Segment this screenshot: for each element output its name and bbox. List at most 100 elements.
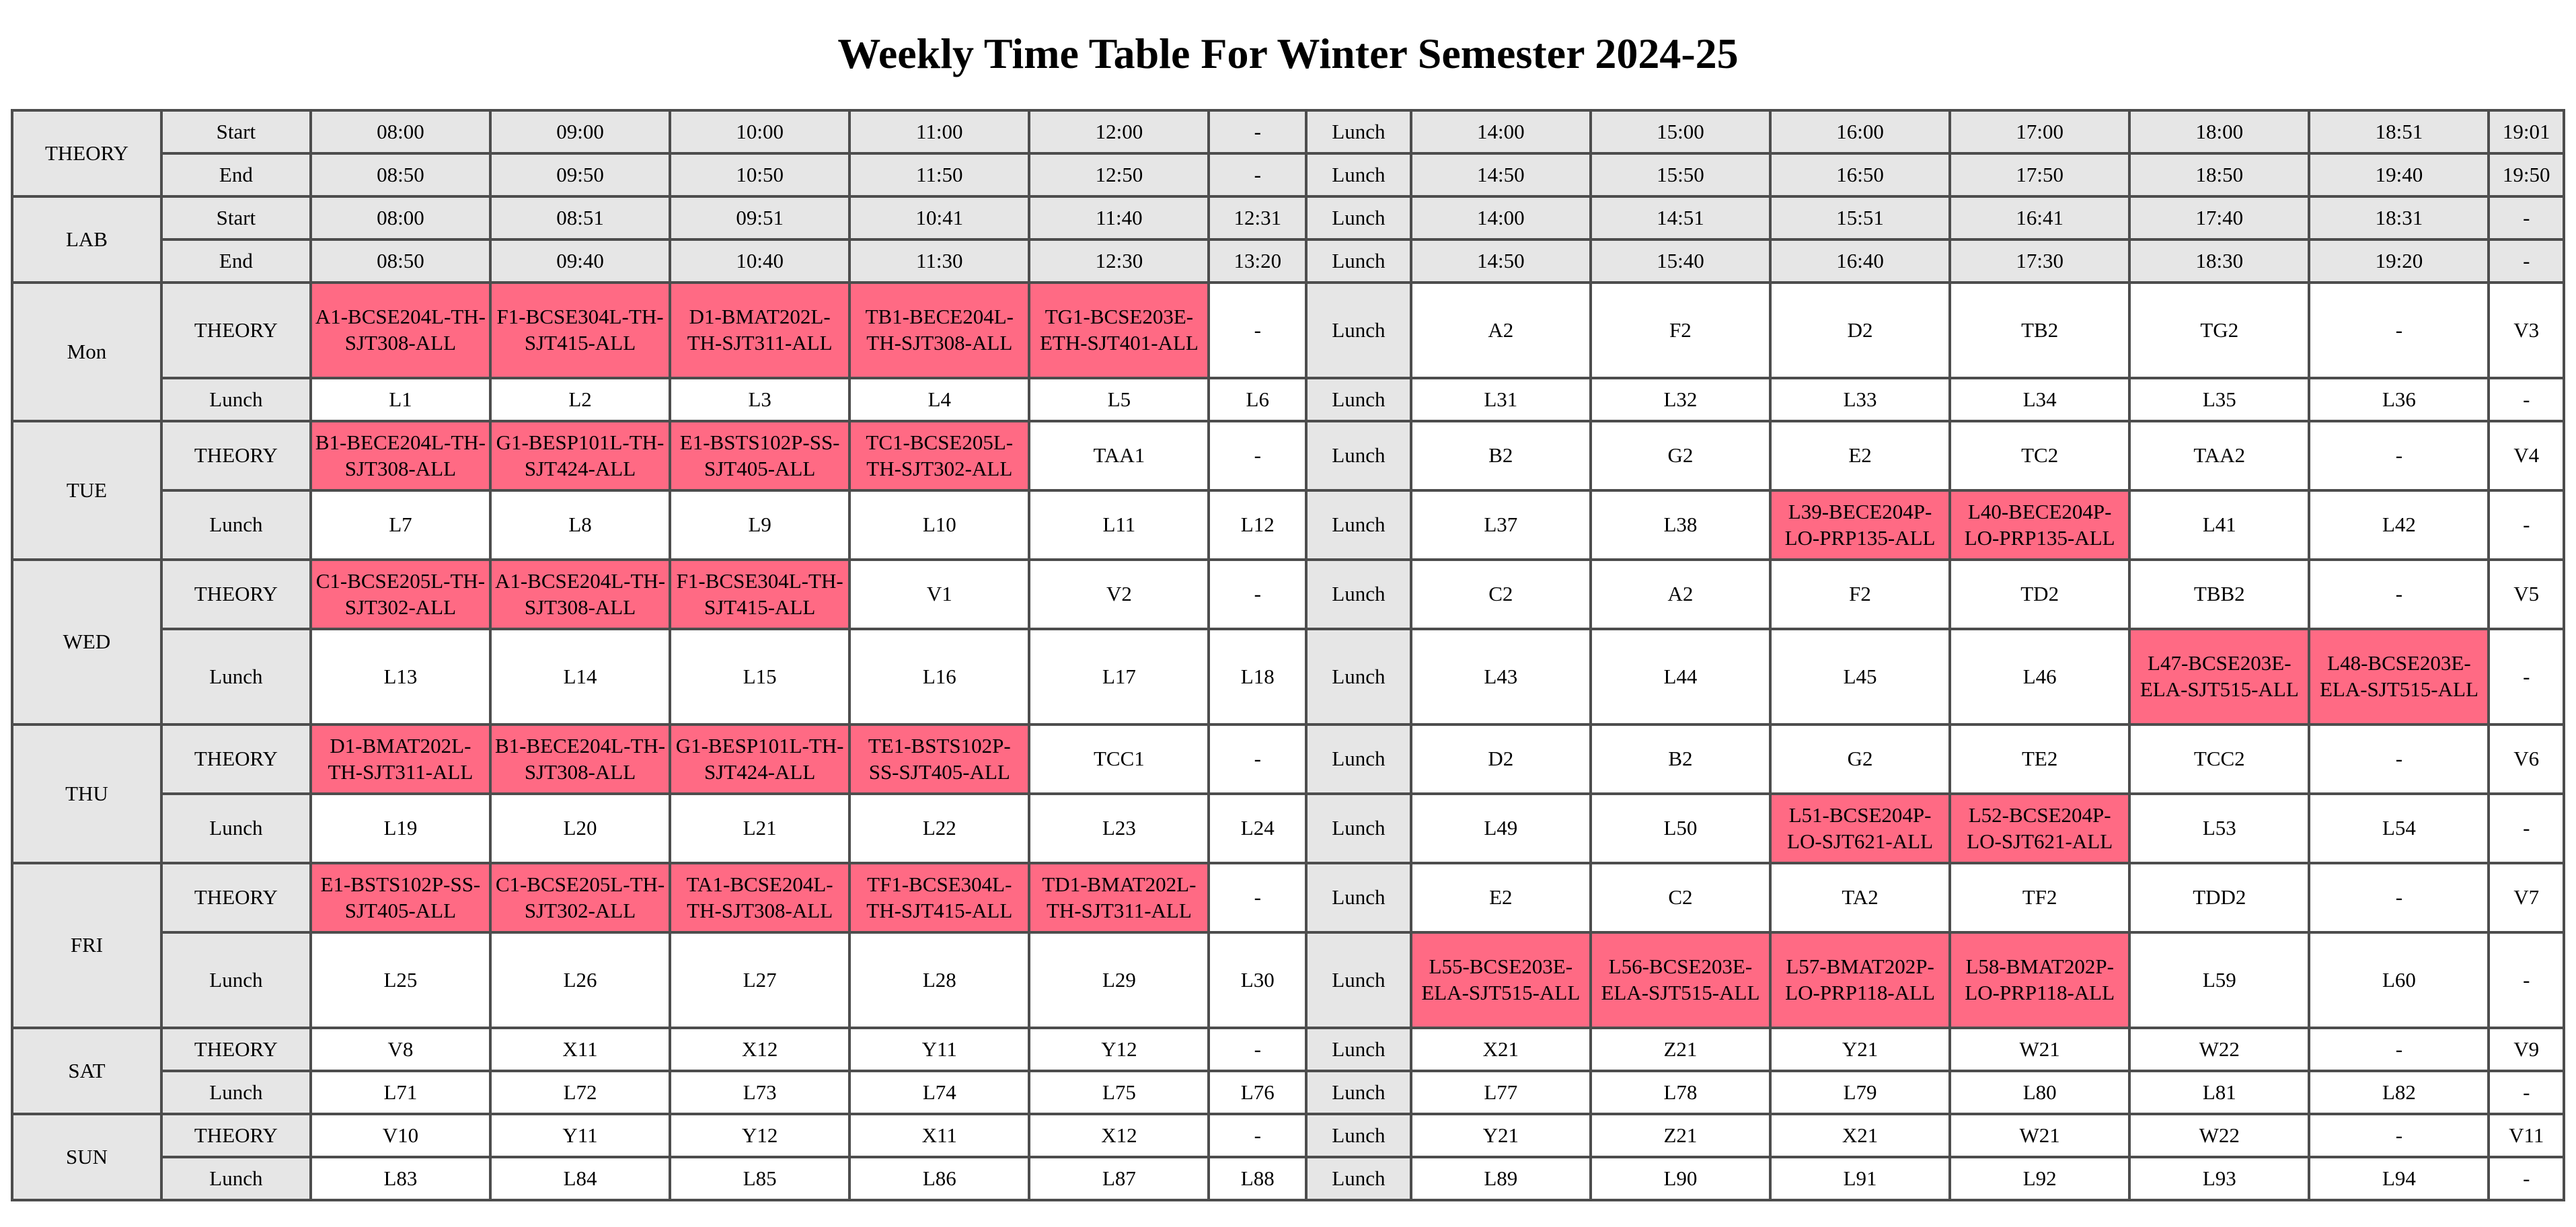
- time-cell: 09:00: [488, 109, 672, 155]
- slot-cell: L24: [1207, 792, 1308, 864]
- registered-slot: L57-BMAT202P-LO-PRP118-ALL: [1768, 931, 1952, 1029]
- slot-cell: L84: [488, 1156, 672, 1201]
- time-cell: 19:40: [2308, 152, 2491, 198]
- registered-slot: B1-BECE204L-TH-SJT308-ALL: [488, 723, 672, 795]
- slot-cell: X12: [1028, 1113, 1211, 1158]
- registered-slot: L56-BCSE203E-ELA-SJT515-ALL: [1589, 931, 1772, 1029]
- lunch-cell: Lunch: [1305, 862, 1412, 934]
- time-cell: 14:51: [1589, 195, 1772, 241]
- slot-cell: L60: [2308, 931, 2491, 1029]
- slot-cell: L23: [1028, 792, 1211, 864]
- slot-cell: Y21: [1768, 1027, 1952, 1072]
- slot-cell: Z21: [1589, 1027, 1772, 1072]
- time-cell: 09:50: [488, 152, 672, 198]
- day-row: SAT THEORY V8 X11 X12 Y11 Y12- Lunch X21 Z21 Y21 W2…: [11, 1027, 2565, 1115]
- registered-slot: TC1-BCSE205L-TH-SJT302-ALL: [848, 420, 1031, 492]
- day-label: FRI: [11, 862, 163, 1029]
- time-cell: 18:31: [2308, 195, 2491, 241]
- slot-cell: L21: [669, 792, 851, 864]
- time-cell: -: [1207, 109, 1308, 155]
- slot-cell: V7: [2487, 862, 2565, 934]
- day-row: Lunch L25 L26 L27 L28 L29 L30 Lunch L55-BCSE203E…: [12, 931, 2565, 1029]
- lunch-header-cell: Lunch: [1305, 109, 1412, 155]
- slot-cell: L41: [2128, 489, 2311, 561]
- slot-cell: L14: [488, 628, 672, 726]
- slot-cell: L34: [1948, 377, 2131, 422]
- time-cell: 15:40: [1589, 238, 1772, 284]
- slot-type-label: THEORY: [159, 723, 312, 795]
- slot-cell: V8: [309, 1027, 492, 1072]
- slot-cell: TCC2: [2128, 723, 2311, 795]
- slot-cell: -: [2487, 1156, 2565, 1201]
- slot-cell: X11: [848, 1113, 1031, 1158]
- lunch-cell: Lunch: [1305, 489, 1412, 561]
- slot-cell: C2: [1589, 862, 1772, 934]
- time-cell: 16:50: [1768, 152, 1952, 198]
- slot-cell: -: [2308, 420, 2491, 492]
- registered-slot: L48-BCSE203E-ELA-SJT515-ALL: [2308, 628, 2491, 726]
- slot-type-label: THEORY: [159, 1027, 312, 1072]
- slot-type-label: Lunch: [159, 489, 312, 561]
- slot-cell: E2: [1409, 862, 1592, 934]
- slot-cell: L37: [1409, 489, 1592, 561]
- slot-cell: L79: [1768, 1070, 1952, 1115]
- slot-cell: -: [2487, 931, 2565, 1029]
- day-label: TUE: [11, 420, 163, 561]
- day-row: SUN THEORY V10 Y11 Y12 X11 X12- Lunch Y21 Z21 X21 W…: [11, 1113, 2565, 1201]
- slot-cell: L4: [848, 377, 1031, 422]
- registered-slot: A1-BCSE204L-TH-SJT308-ALL: [488, 558, 672, 630]
- lunch-cell: Lunch: [1305, 558, 1412, 630]
- slot-cell: X21: [1768, 1113, 1952, 1158]
- slot-cell: L20: [488, 792, 672, 864]
- slot-cell: L80: [1948, 1070, 2131, 1115]
- slot-cell: L2: [488, 377, 672, 422]
- time-cell: 19:20: [2308, 238, 2491, 284]
- slot-cell: TCC1: [1028, 723, 1211, 795]
- lunch-cell: Lunch: [1305, 377, 1412, 422]
- slot-cell: Y12: [1028, 1027, 1211, 1072]
- day-row: Lunch L83 L84 L85 L86 L87 L88 Lunch L89 L90 L91 L92…: [12, 1156, 2565, 1201]
- slot-cell: W21: [1948, 1027, 2131, 1072]
- slot-type-label: THEORY: [159, 281, 312, 379]
- slot-cell: -: [2308, 723, 2491, 795]
- slot-cell: L32: [1589, 377, 1772, 422]
- day-label: THU: [11, 723, 163, 864]
- slot-type-label: Lunch: [159, 1156, 312, 1201]
- slot-cell: L13: [309, 628, 492, 726]
- slot-cell: L7: [309, 489, 492, 561]
- time-cell: 17:00: [1948, 109, 2131, 155]
- time-cell: -: [2487, 238, 2565, 284]
- slot-cell: L30: [1207, 931, 1308, 1029]
- lunch-cell: Lunch: [1305, 281, 1412, 379]
- slot-cell: -: [2308, 1113, 2491, 1158]
- time-row-label: End: [159, 152, 312, 198]
- registered-slot: TD1-BMAT202L-TH-SJT311-ALL: [1028, 862, 1211, 934]
- slot-cell: V6: [2487, 723, 2565, 795]
- time-cell: -: [1207, 152, 1308, 198]
- day-row: FRI THEORY E1-BSTS102P-SS-SJT405-ALL C1-BCS…: [11, 862, 2565, 1029]
- slot-cell: L43: [1409, 628, 1592, 726]
- slot-cell: L78: [1589, 1070, 1772, 1115]
- lunch-header-cell: Lunch: [1305, 152, 1412, 198]
- time-cell: 10:00: [669, 109, 851, 155]
- time-cell: 16:00: [1768, 109, 1952, 155]
- slot-cell: Y11: [848, 1027, 1031, 1072]
- registered-slot: TF1-BCSE304L-TH-SJT415-ALL: [848, 862, 1031, 934]
- slot-cell: V10: [309, 1113, 492, 1158]
- slot-cell: -: [1207, 1027, 1308, 1072]
- slot-cell: V9: [2487, 1027, 2565, 1072]
- time-cell: 08:00: [309, 195, 492, 241]
- time-cell: 12:30: [1028, 238, 1211, 284]
- registered-slot: L58-BMAT202P-LO-PRP118-ALL: [1948, 931, 2131, 1029]
- registered-slot: C1-BCSE205L-TH-SJT302-ALL: [309, 558, 492, 630]
- registered-slot: D1-BMAT202L-TH-SJT311-ALL: [309, 723, 492, 795]
- slot-cell: B2: [1409, 420, 1592, 492]
- slot-cell: L22: [848, 792, 1031, 864]
- slot-cell: L35: [2128, 377, 2311, 422]
- time-cell: 14:50: [1409, 238, 1592, 284]
- time-cell: 16:40: [1768, 238, 1952, 284]
- day-label: SUN: [11, 1113, 163, 1201]
- slot-cell: L5: [1028, 377, 1211, 422]
- lunch-cell: Lunch: [1305, 792, 1412, 864]
- slot-cell: L50: [1589, 792, 1772, 864]
